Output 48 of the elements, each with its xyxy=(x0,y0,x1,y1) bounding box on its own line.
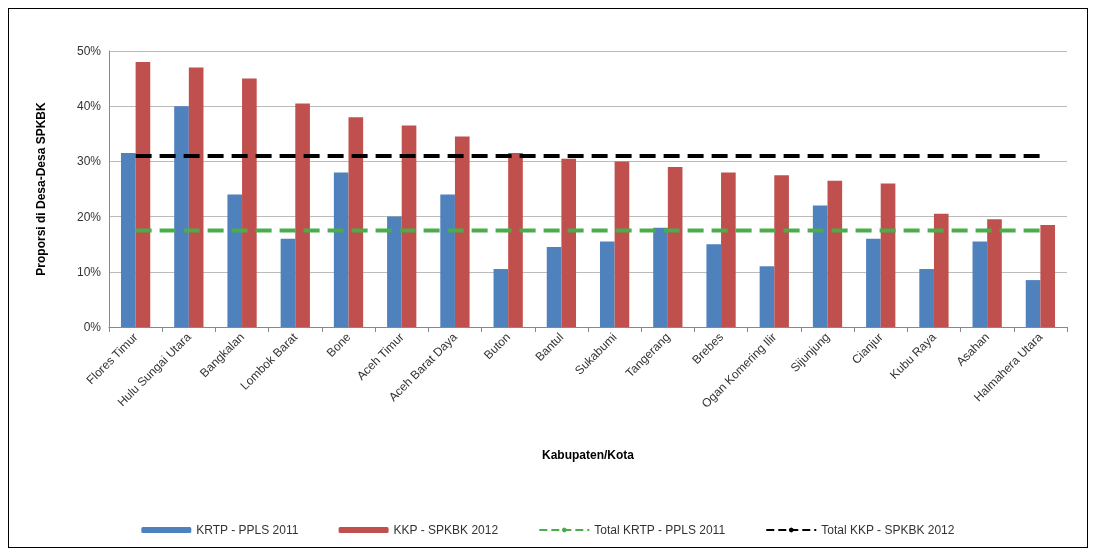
legend-label: KKP - SPKBK 2012 xyxy=(393,523,499,537)
bar xyxy=(280,238,296,327)
legend-label: Total KRTP - PPLS 2011 xyxy=(594,523,726,537)
bar xyxy=(188,67,204,327)
bar xyxy=(242,78,257,327)
bar xyxy=(440,194,455,327)
bar xyxy=(599,241,615,327)
bar xyxy=(919,269,934,327)
y-tick-label: 40% xyxy=(76,99,102,114)
bar xyxy=(561,158,577,327)
bar xyxy=(827,180,843,327)
bar xyxy=(972,241,988,327)
bar xyxy=(933,213,949,327)
bar xyxy=(295,103,310,327)
bar xyxy=(508,153,523,327)
bar xyxy=(759,266,775,327)
bar xyxy=(706,244,722,327)
bar xyxy=(387,216,402,327)
y-tick-label: 50% xyxy=(76,44,102,58)
y-axis-title: Proporsi di Desa-Desa SPKBK xyxy=(34,101,48,276)
bar xyxy=(614,161,630,327)
bar xyxy=(348,117,364,327)
bar xyxy=(174,106,189,327)
bar xyxy=(667,166,683,327)
y-tick-label: 20% xyxy=(76,209,102,224)
bar xyxy=(812,205,828,327)
bar xyxy=(721,172,736,327)
y-tick-label: 0% xyxy=(83,320,102,334)
y-tick-label: 10% xyxy=(76,264,102,279)
bar xyxy=(774,175,789,327)
bar xyxy=(120,153,136,327)
bar xyxy=(401,125,417,327)
bar xyxy=(880,183,896,327)
bar xyxy=(493,269,509,327)
x-axis-title: Kabupaten/Kota xyxy=(541,448,635,462)
bar xyxy=(546,246,562,327)
legend-label: Total KKP - SPKBK 2012 xyxy=(821,523,955,537)
bar xyxy=(653,227,668,327)
y-tick-label: 30% xyxy=(76,154,102,169)
bar xyxy=(1025,280,1041,327)
bar xyxy=(454,136,470,327)
bar xyxy=(227,194,243,327)
legend-label: KRTP - PPLS 2011 xyxy=(196,523,299,537)
bar xyxy=(866,238,881,327)
bar xyxy=(135,62,151,327)
bar xyxy=(987,219,1002,327)
bar xyxy=(1040,224,1056,327)
bar xyxy=(333,172,349,327)
